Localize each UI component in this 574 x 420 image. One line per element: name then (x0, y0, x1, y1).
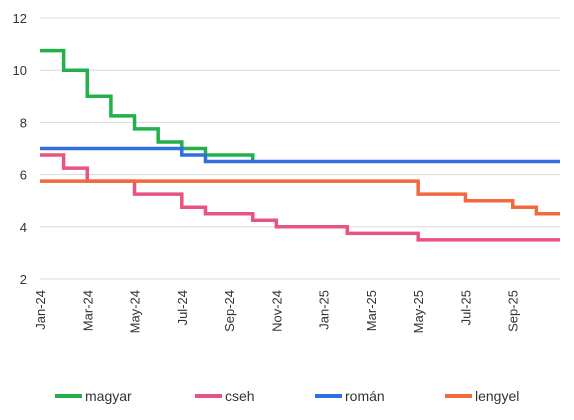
series-line-cseh (40, 153, 560, 242)
y-tick-label: 6 (20, 168, 27, 183)
legend-label: magyar (85, 388, 132, 404)
x-tick-label: May-25 (411, 290, 426, 333)
legend-item: cseh (195, 388, 255, 404)
series-line-magyar (40, 48, 255, 162)
x-tick-label: Jul-25 (458, 290, 473, 325)
legend-label: lengyel (475, 388, 519, 404)
x-axis-ticks: Jan-24 Mar-24 May-24 Jul-24 Sep-24 Nov-24 Jan-… (33, 290, 521, 333)
legend-item: román (315, 388, 385, 404)
x-tick-label: Mar-24 (80, 290, 95, 331)
x-tick-label: Jan-25 (317, 290, 332, 330)
y-tick-label: 4 (20, 220, 27, 235)
x-tick-label: Sep-25 (506, 290, 521, 332)
y-tick-label: 10 (13, 63, 27, 78)
x-tick-label: May-24 (128, 290, 143, 333)
x-tick-label: Sep-24 (222, 290, 237, 332)
x-tick-label: Jan-24 (33, 290, 48, 330)
legend: magyar cseh román lengyel (55, 388, 519, 404)
x-tick-label: Nov-24 (269, 290, 284, 332)
y-tick-label: 12 (13, 11, 27, 26)
series-line-román (40, 146, 560, 164)
legend-label: román (345, 388, 385, 404)
y-axis-ticks: 2 4 6 8 10 12 (13, 11, 27, 287)
y-tick-label: 8 (20, 115, 27, 130)
legend-item: lengyel (445, 388, 519, 404)
series-line-lengyel (40, 179, 560, 216)
y-tick-label: 2 (20, 272, 27, 287)
legend-item: magyar (55, 388, 132, 404)
x-tick-label: Jul-24 (175, 290, 190, 325)
legend-label: cseh (225, 388, 255, 404)
x-tick-label: Mar-25 (364, 290, 379, 331)
gridlines (40, 17, 560, 280)
series-lines (40, 48, 560, 242)
